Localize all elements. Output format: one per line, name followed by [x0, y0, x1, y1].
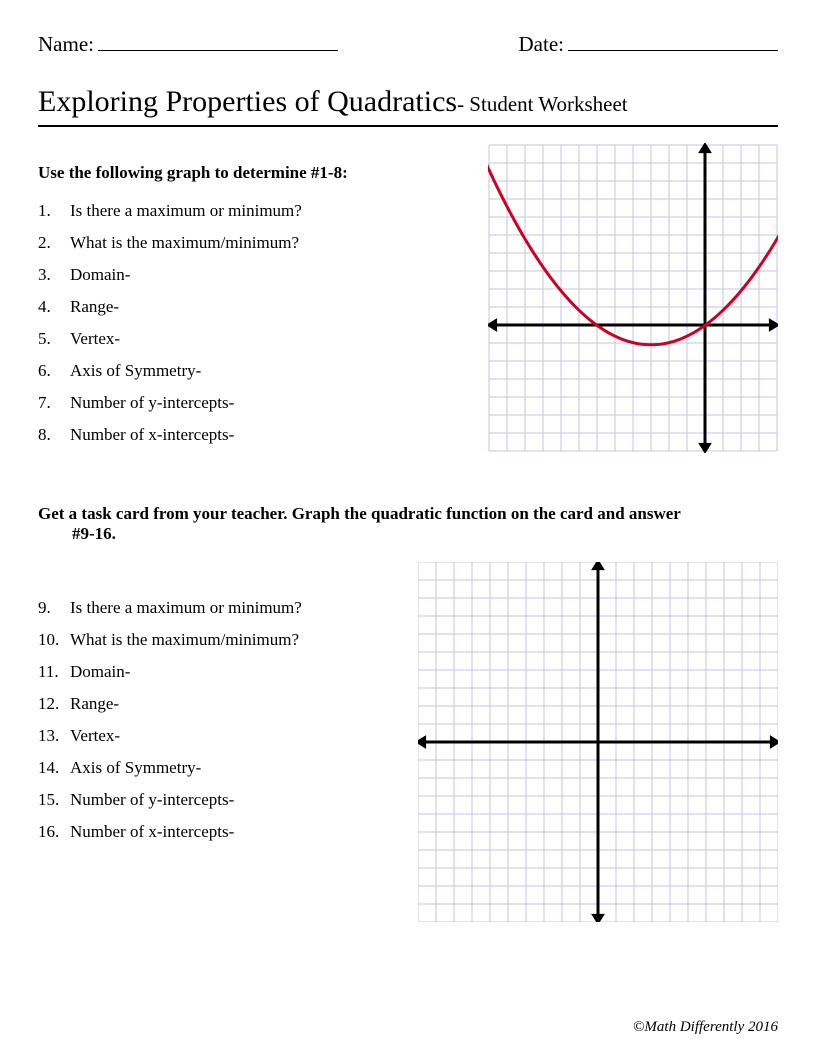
- question-number: 2.: [38, 233, 70, 253]
- question-text: What is the maximum/minimum?: [70, 630, 299, 650]
- name-label: Name:: [38, 32, 94, 57]
- question-item: 11.Domain-: [38, 662, 398, 682]
- question-number: 7.: [38, 393, 70, 413]
- question-number: 12.: [38, 694, 70, 714]
- question-item: 6.Axis of Symmetry-: [38, 361, 468, 381]
- question-item: 10.What is the maximum/minimum?: [38, 630, 398, 650]
- date-field: Date:: [519, 32, 778, 57]
- graph-2: [418, 562, 778, 922]
- section-2-instruction: Get a task card from your teacher. Graph…: [38, 504, 778, 544]
- question-number: 16.: [38, 822, 70, 842]
- title-divider: [38, 125, 778, 127]
- question-item: 12.Range-: [38, 694, 398, 714]
- instr2-line1: Get a task card from your teacher. Graph…: [38, 504, 778, 524]
- question-number: 1.: [38, 201, 70, 221]
- question-text: Is there a maximum or minimum?: [70, 201, 302, 221]
- question-number: 14.: [38, 758, 70, 778]
- instr2-line2: #9-16.: [38, 524, 778, 544]
- question-text: Domain-: [70, 265, 130, 285]
- question-item: 16.Number of x-intercepts-: [38, 822, 398, 842]
- question-text: Vertex-: [70, 329, 120, 349]
- worksheet-title: Exploring Properties of Quadratics- Stud…: [38, 85, 778, 119]
- name-field: Name:: [38, 32, 338, 57]
- section-2: 9.Is there a maximum or minimum?10.What …: [38, 562, 778, 927]
- question-text: Number of x-intercepts-: [70, 822, 234, 842]
- question-text: Axis of Symmetry-: [70, 758, 201, 778]
- question-text: Domain-: [70, 662, 130, 682]
- question-number: 6.: [38, 361, 70, 381]
- question-number: 8.: [38, 425, 70, 445]
- question-item: 4.Range-: [38, 297, 468, 317]
- question-number: 5.: [38, 329, 70, 349]
- question-text: Range-: [70, 694, 119, 714]
- question-item: 15.Number of y-intercepts-: [38, 790, 398, 810]
- title-sub: - Student Worksheet: [457, 92, 628, 116]
- question-item: 13.Vertex-: [38, 726, 398, 746]
- question-list-2: 9.Is there a maximum or minimum?10.What …: [38, 598, 398, 842]
- question-item: 1.Is there a maximum or minimum?: [38, 201, 468, 221]
- copyright-footer: ©Math Differently 2016: [633, 1019, 778, 1036]
- date-line[interactable]: [568, 50, 778, 51]
- header-row: Name: Date:: [38, 32, 778, 57]
- question-number: 11.: [38, 662, 70, 682]
- question-text: What is the maximum/minimum?: [70, 233, 299, 253]
- name-line[interactable]: [98, 50, 338, 51]
- question-text: Number of y-intercepts-: [70, 790, 234, 810]
- question-text: Axis of Symmetry-: [70, 361, 201, 381]
- question-list-1: 1.Is there a maximum or minimum?2.What i…: [38, 201, 468, 445]
- question-text: Number of y-intercepts-: [70, 393, 234, 413]
- question-number: 4.: [38, 297, 70, 317]
- question-number: 13.: [38, 726, 70, 746]
- question-item: 8.Number of x-intercepts-: [38, 425, 468, 445]
- question-number: 15.: [38, 790, 70, 810]
- question-item: 7.Number of y-intercepts-: [38, 393, 468, 413]
- question-number: 10.: [38, 630, 70, 650]
- section-1: Use the following graph to determine #1-…: [38, 163, 778, 458]
- question-text: Range-: [70, 297, 119, 317]
- question-number: 3.: [38, 265, 70, 285]
- title-main: Exploring Properties of Quadratics: [38, 85, 457, 118]
- section-1-questions: Use the following graph to determine #1-…: [38, 163, 468, 458]
- question-item: 9.Is there a maximum or minimum?: [38, 598, 398, 618]
- question-item: 3.Domain-: [38, 265, 468, 285]
- section-1-instruction: Use the following graph to determine #1-…: [38, 163, 468, 183]
- question-item: 14.Axis of Symmetry-: [38, 758, 398, 778]
- date-label: Date:: [519, 32, 564, 57]
- question-text: Vertex-: [70, 726, 120, 746]
- question-item: 2.What is the maximum/minimum?: [38, 233, 468, 253]
- graph-1-wrap: [488, 143, 778, 458]
- question-text: Is there a maximum or minimum?: [70, 598, 302, 618]
- question-item: 5.Vertex-: [38, 329, 468, 349]
- question-number: 9.: [38, 598, 70, 618]
- question-text: Number of x-intercepts-: [70, 425, 234, 445]
- section-2-questions: 9.Is there a maximum or minimum?10.What …: [38, 562, 398, 927]
- graph-1: [488, 143, 778, 453]
- graph-2-wrap: [418, 562, 778, 927]
